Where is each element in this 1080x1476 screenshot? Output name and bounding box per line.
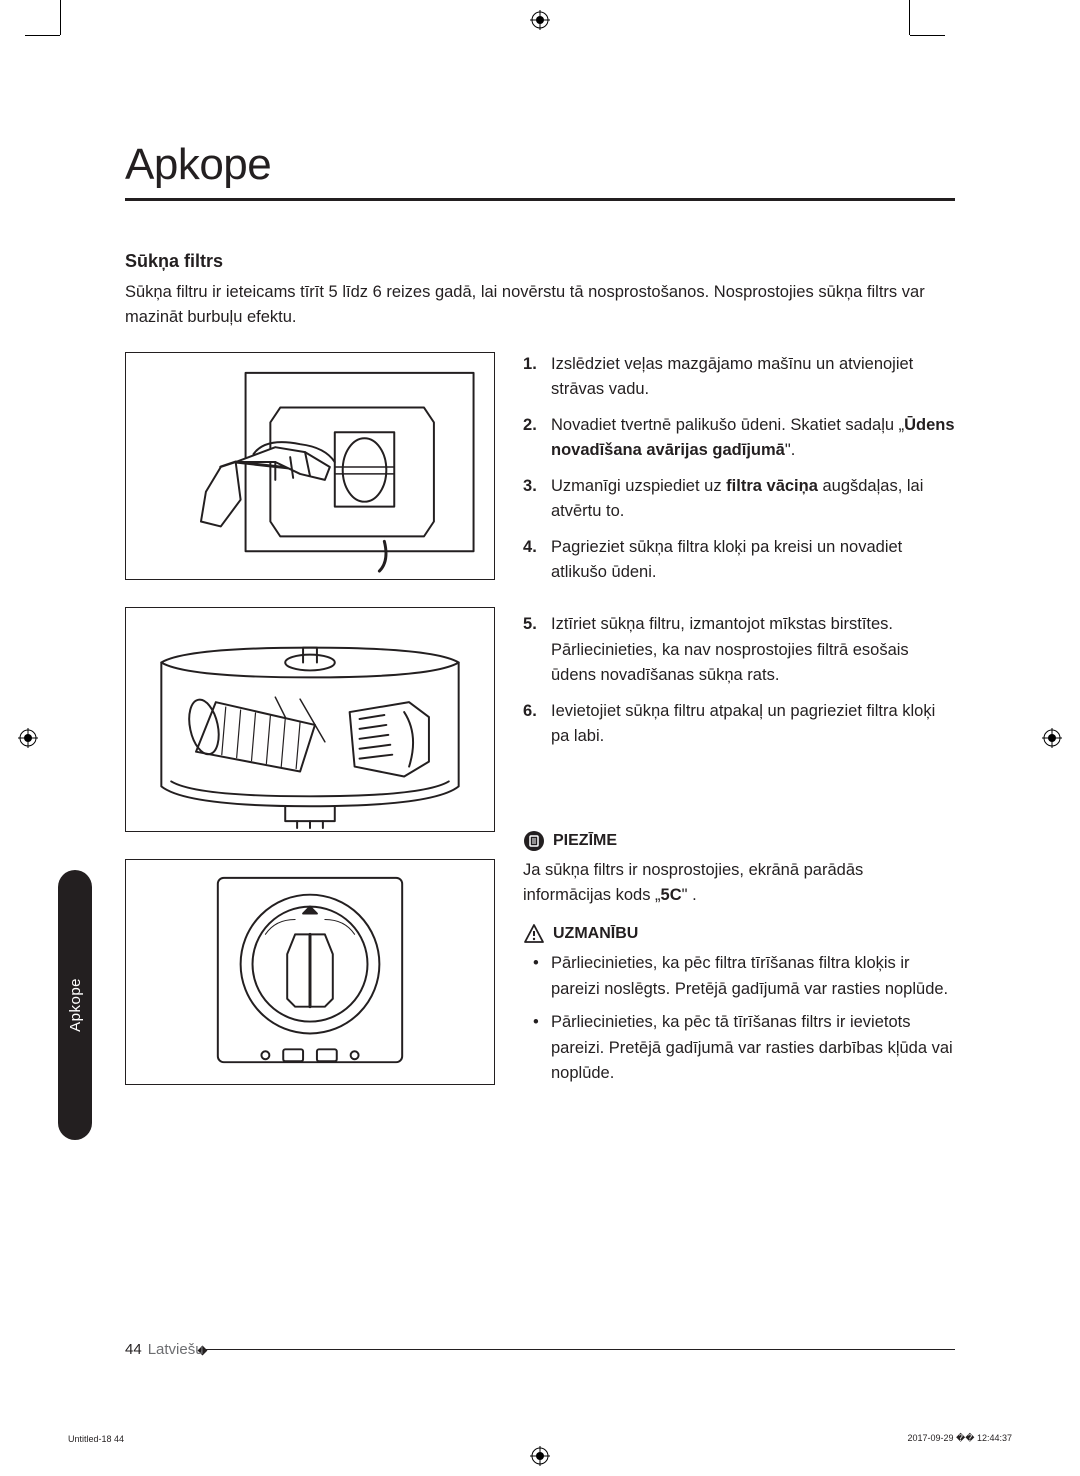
step-item: Izslēdziet veļas mazgājamo mašīnu un atv…: [523, 352, 955, 403]
footer-rule: [205, 1349, 955, 1350]
registration-mark-icon: [1042, 728, 1062, 748]
note-text: Ja sūkņa filtrs ir nosprostojies, ekrānā…: [523, 858, 955, 909]
note-icon: [523, 830, 545, 852]
step-item: Iztīriet sūkņa filtru, izmantojot mīksta…: [523, 612, 955, 689]
page-number: 44Latviešu: [125, 1341, 204, 1358]
caution-heading: UZMANĪBU: [523, 923, 955, 945]
two-column-layout: Izslēdziet veļas mazgājamo mašīnu un atv…: [125, 352, 955, 1112]
registration-mark-icon: [530, 1446, 550, 1466]
illustrations-column: [125, 352, 495, 1112]
illustration-2: [125, 607, 495, 832]
caution-label: UZMANĪBU: [553, 925, 638, 943]
crop-mark: [910, 35, 945, 36]
caution-item: Pārliecinieties, ka pēc filtra tīrīšanas…: [527, 951, 955, 1002]
warning-icon: [523, 923, 545, 945]
crop-mark: [25, 35, 60, 36]
registration-mark-icon: [18, 728, 38, 748]
registration-mark-icon: [530, 10, 550, 30]
caution-item: Pārliecinieties, ka pēc tā tīrīšanas fil…: [527, 1010, 955, 1087]
caution-list: Pārliecinieties, ka pēc filtra tīrīšanas…: [523, 951, 955, 1087]
illustration-3: [125, 859, 495, 1085]
footer-meta-left: Untitled-18 44: [68, 1434, 124, 1444]
page-content: Apkope Sūkņa filtrs Sūkņa filtru ir iete…: [125, 140, 955, 1112]
crop-mark: [909, 0, 910, 35]
note-label: PIEZĪME: [553, 832, 617, 850]
steps-list-b: Iztīriet sūkņa filtru, izmantojot mīksta…: [523, 612, 955, 750]
crop-mark: [60, 0, 61, 35]
footer-meta-right: 2017-09-29 �� 12:44:37: [907, 1433, 1012, 1444]
side-tab-label: Apkope: [67, 978, 84, 1032]
step-item: Pagrieziet sūkņa filtra kloķi pa kreisi …: [523, 535, 955, 586]
note-heading: PIEZĪME: [523, 830, 955, 852]
note-block: PIEZĪME Ja sūkņa filtrs ir nosprostojies…: [523, 830, 955, 1087]
step-item: Uzmanīgi uzspiediet uz filtra vāciņa aug…: [523, 474, 955, 525]
page-title: Apkope: [125, 140, 955, 201]
step-item: Novadiet tvertnē palikušo ūdeni. Skatiet…: [523, 413, 955, 464]
side-tab: Apkope: [58, 870, 92, 1140]
steps-list-a: Izslēdziet veļas mazgājamo mašīnu un atv…: [523, 352, 955, 587]
text-column: Izslēdziet veļas mazgājamo mašīnu un atv…: [523, 352, 955, 1112]
section-subheading: Sūkņa filtrs: [125, 251, 955, 272]
intro-text: Sūkņa filtru ir ieteicams tīrīt 5 līdz 6…: [125, 280, 955, 330]
step-item: Ievietojiet sūkņa filtru atpakaļ un pagr…: [523, 699, 955, 750]
illustration-1: [125, 352, 495, 580]
